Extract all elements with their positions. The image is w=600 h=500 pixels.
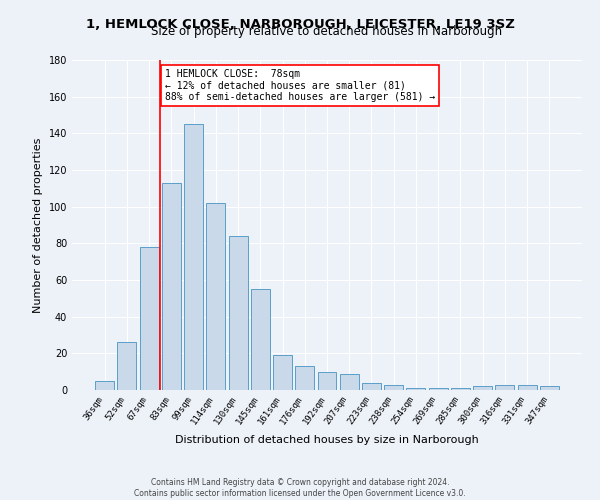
Bar — [251, 289, 270, 390]
Y-axis label: Number of detached properties: Number of detached properties — [33, 138, 43, 312]
Bar — [406, 388, 425, 390]
Bar — [473, 386, 492, 390]
Text: 1, HEMLOCK CLOSE, NARBOROUGH, LEICESTER, LE19 3SZ: 1, HEMLOCK CLOSE, NARBOROUGH, LEICESTER,… — [86, 18, 514, 30]
Text: Contains HM Land Registry data © Crown copyright and database right 2024.
Contai: Contains HM Land Registry data © Crown c… — [134, 478, 466, 498]
Bar — [206, 203, 225, 390]
Bar — [496, 384, 514, 390]
Bar — [140, 247, 158, 390]
Bar — [118, 342, 136, 390]
Bar — [451, 388, 470, 390]
Bar — [429, 388, 448, 390]
Bar — [95, 381, 114, 390]
Bar — [229, 236, 248, 390]
Bar — [295, 366, 314, 390]
Bar — [317, 372, 337, 390]
Bar — [384, 384, 403, 390]
Bar — [340, 374, 359, 390]
Bar — [362, 382, 381, 390]
Bar — [273, 355, 292, 390]
Bar — [162, 183, 181, 390]
X-axis label: Distribution of detached houses by size in Narborough: Distribution of detached houses by size … — [175, 435, 479, 445]
Title: Size of property relative to detached houses in Narborough: Size of property relative to detached ho… — [151, 25, 503, 38]
Bar — [518, 384, 536, 390]
Bar — [540, 386, 559, 390]
Bar — [184, 124, 203, 390]
Text: 1 HEMLOCK CLOSE:  78sqm
← 12% of detached houses are smaller (81)
88% of semi-de: 1 HEMLOCK CLOSE: 78sqm ← 12% of detached… — [164, 69, 435, 102]
